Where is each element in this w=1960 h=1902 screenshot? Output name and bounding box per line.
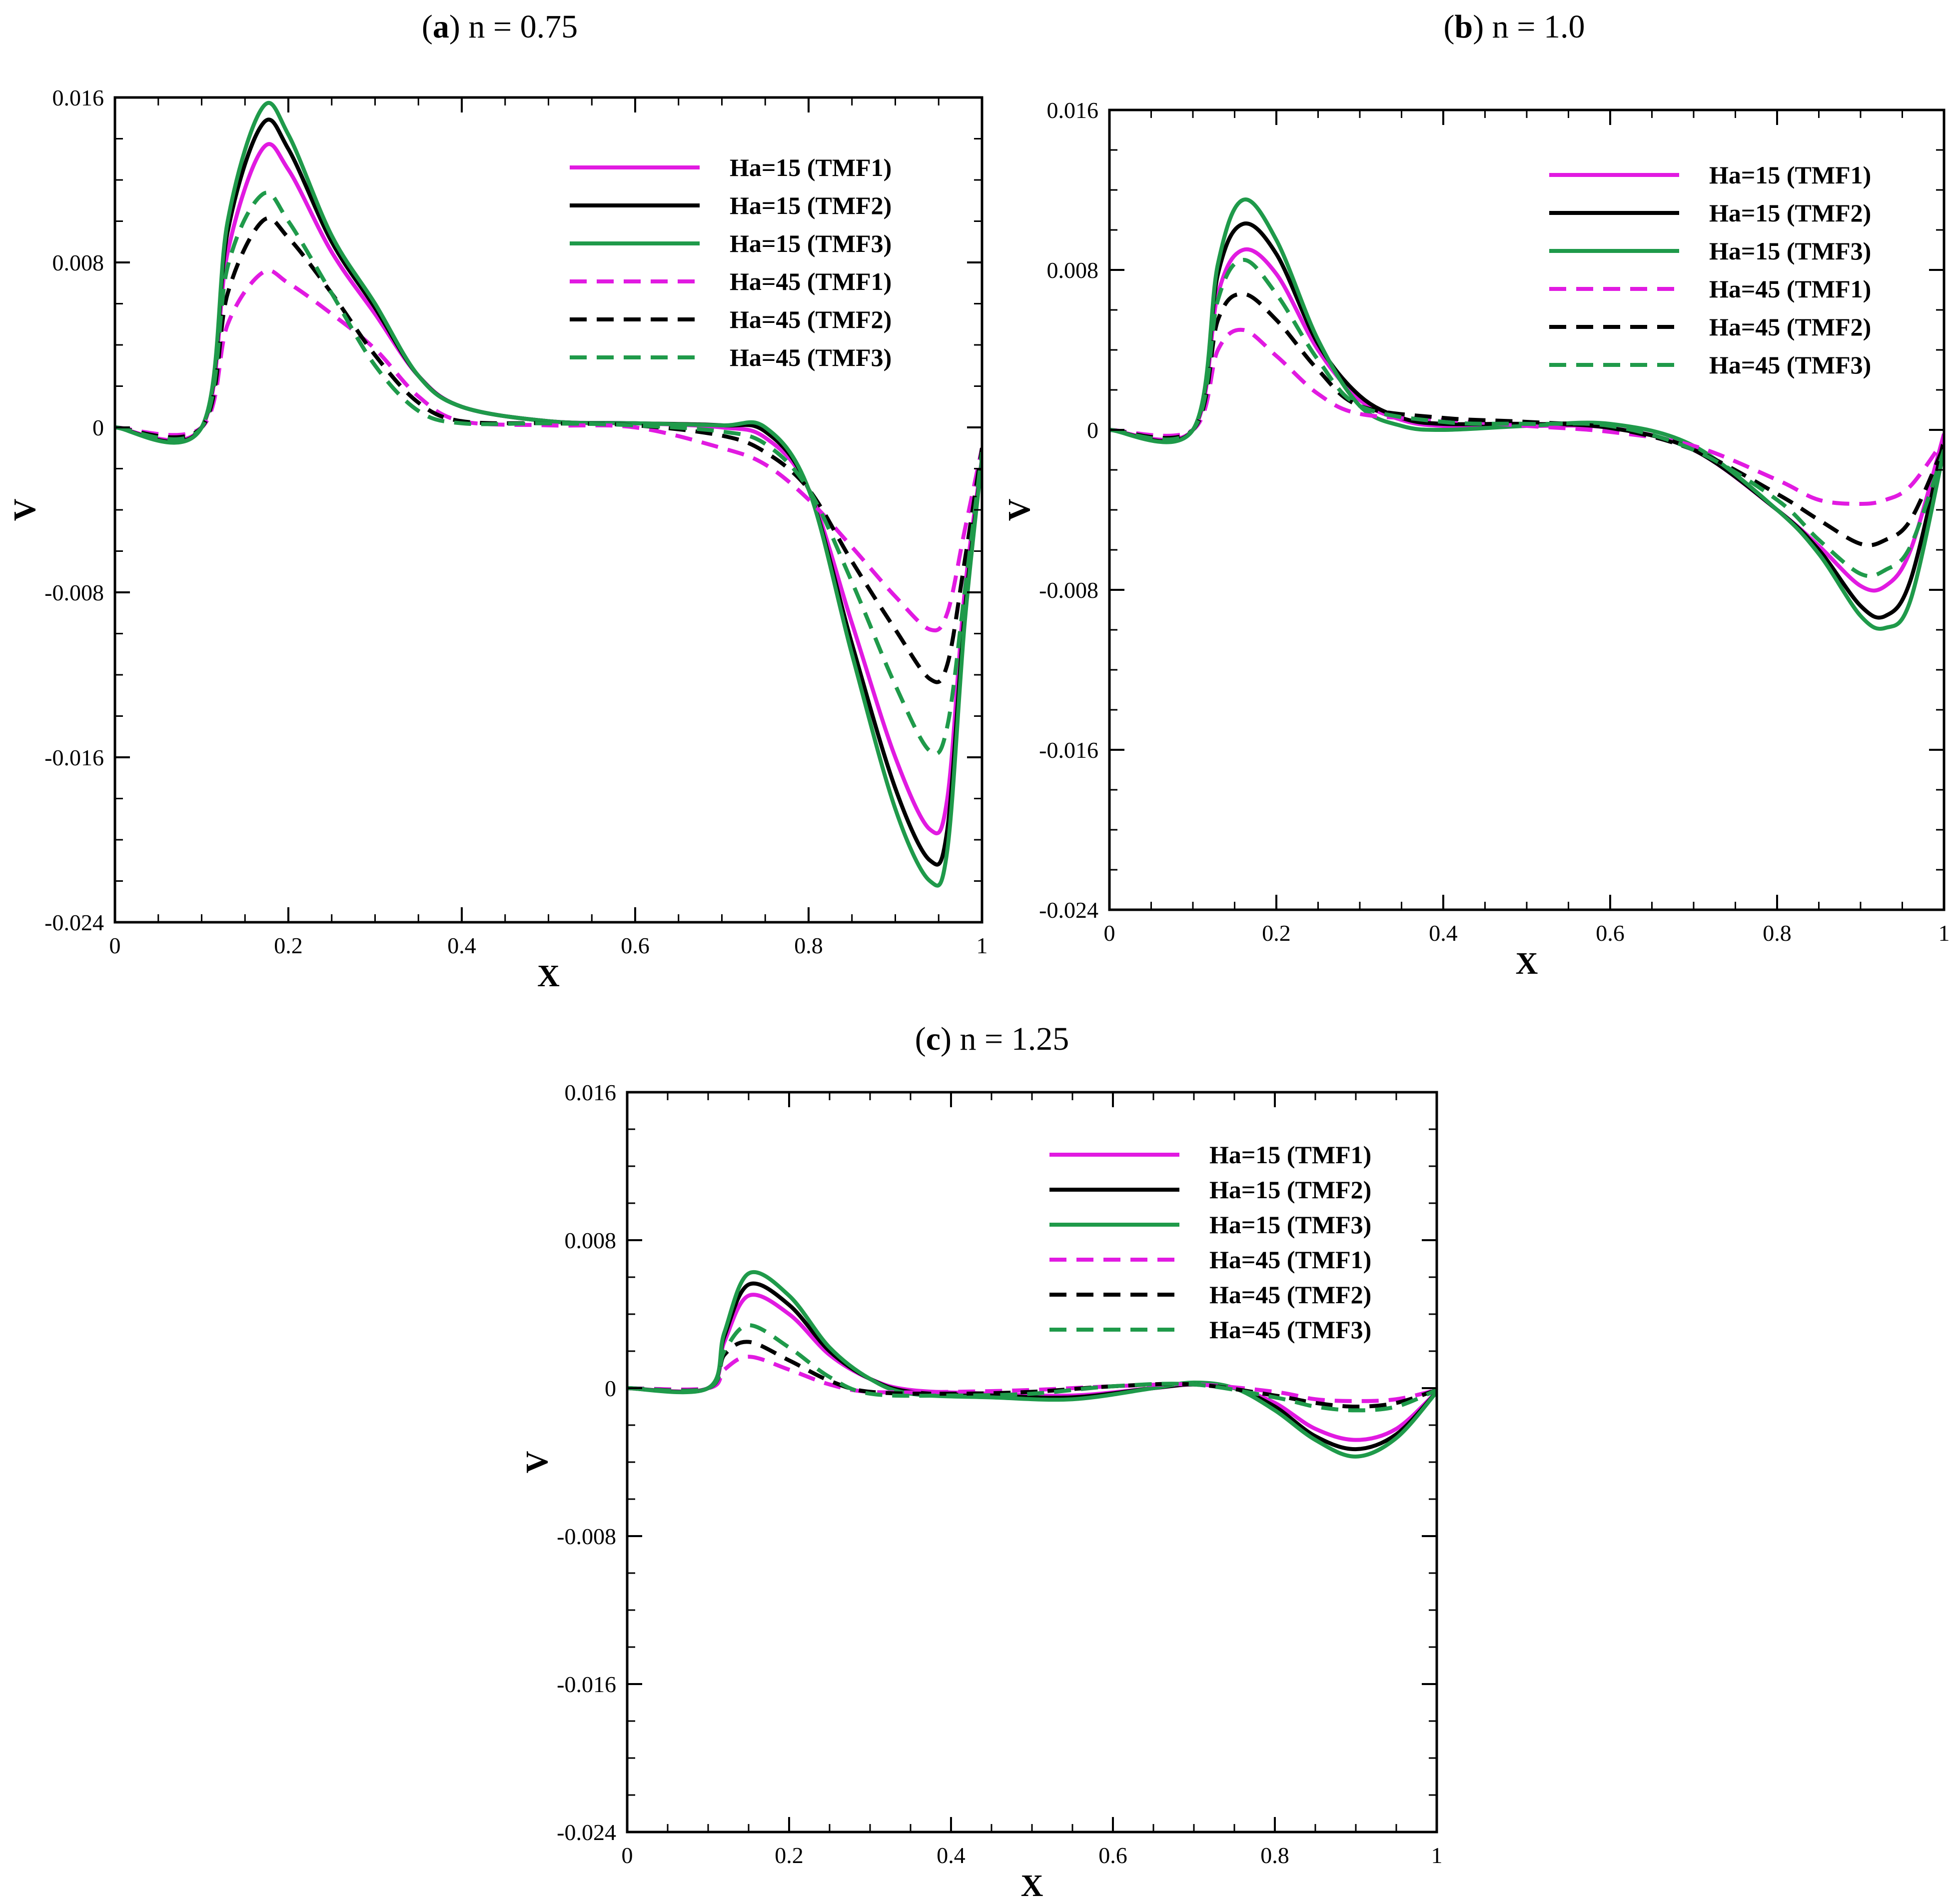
series-group [627,1270,1437,1459]
x-tick-label: 0.2 [775,1843,804,1868]
chart-panel-a: (a) n = 0.750 0.2 0.4 0.6 0.8 10.0160.0080-0.… [8,8,988,993]
legend: Ha=15 (TMF1) Ha=15 (TMF2) Ha=15 (TMF3) Ha=4… [1049,1141,1371,1344]
legend-label-1: Ha=15 (TMF1) [730,153,892,181]
panel-title-open-paren: ( [915,1021,926,1057]
y-tick-label: 0.008 [52,250,104,275]
panel-title-letter: a [433,8,449,45]
y-tick-label: 0.016 [1047,97,1099,123]
x-tick-label: 0.6 [1098,1843,1127,1868]
y-axis-label: V [1002,498,1036,521]
y-tick-label: 0.008 [1047,257,1099,283]
x-tick-label: 0 [622,1843,633,1868]
y-tick-label: -0.008 [1039,577,1098,603]
panel-title-text: n = 0.75 [460,8,578,45]
x-tick-label: 0.2 [274,933,303,958]
legend: Ha=15 (TMF1) Ha=15 (TMF2) Ha=15 (TMF3) Ha=4… [1549,161,1871,379]
series-line-5 [1109,292,1944,547]
x-tick-label: 0.8 [1763,920,1792,946]
x-tick-label: 0.8 [1260,1843,1289,1868]
legend-label-2: Ha=15 (TMF2) [730,191,892,219]
x-tick-label: 0.6 [621,933,650,958]
y-tick-label: -0.024 [1039,897,1098,923]
legend-label-6: Ha=45 (TMF3) [1709,351,1871,379]
series-line-6 [1109,258,1944,578]
legend-label-1: Ha=15 (TMF1) [1209,1141,1371,1169]
y-tick-label: 0.008 [565,1228,617,1253]
y-tick-label: 0.016 [52,85,104,110]
y-tick-label: 0 [1087,417,1098,443]
series-line-6 [627,1323,1437,1413]
y-tick-label: -0.008 [557,1524,616,1549]
legend-label-3: Ha=15 (TMF3) [1209,1211,1371,1239]
x-tick-label: 1 [1939,920,1950,946]
x-tick-label: 0 [109,933,121,958]
y-tick-label: 0.016 [565,1080,617,1105]
series-line-6 [115,190,982,756]
x-tick-label: 1 [1431,1843,1443,1868]
panel-title-close-paren: ) [941,1021,952,1057]
x-tick-label: 0.8 [794,933,823,958]
y-tick-label: -0.024 [557,1820,616,1845]
series-line-3 [1109,197,1944,631]
series-line-3 [627,1270,1437,1459]
legend-label-4: Ha=45 (TMF1) [730,267,892,295]
legend-label-3: Ha=15 (TMF3) [730,229,892,257]
y-tick-label: -0.024 [44,910,104,935]
x-tick-label: 0 [1104,920,1115,946]
x-tick-label: 1 [977,933,988,958]
panel-title: (c) n = 1.25 [915,1021,1069,1057]
panel-title-letter: b [1455,8,1473,45]
legend-label-2: Ha=15 (TMF2) [1709,199,1871,227]
x-tick-label: 0.6 [1596,920,1625,946]
series-group [1109,197,1944,631]
legend-label-6: Ha=45 (TMF3) [1209,1316,1371,1344]
chart-panel-c: (c) n = 1.250 0.2 0.4 0.6 0.8 10.0160.0080-0.… [520,1021,1443,1902]
series-group [115,100,982,888]
panel-title-text: n = 1.0 [1484,8,1585,45]
legend-label-3: Ha=15 (TMF3) [1709,237,1871,265]
legend-label-4: Ha=45 (TMF1) [1209,1246,1371,1274]
legend-label-4: Ha=45 (TMF1) [1709,275,1871,303]
legend: Ha=15 (TMF1) Ha=15 (TMF2) Ha=15 (TMF3) Ha=4… [570,153,892,371]
y-tick-label: -0.016 [44,745,104,770]
y-tick-label: -0.008 [44,580,104,605]
y-axis-label: V [520,1451,554,1473]
legend-label-2: Ha=15 (TMF2) [1209,1176,1371,1204]
panel-title: (a) n = 0.75 [422,8,578,45]
x-tick-label: 0.4 [937,1843,966,1868]
legend-label-5: Ha=45 (TMF2) [1209,1281,1371,1309]
legend-label-5: Ha=45 (TMF2) [1709,313,1871,341]
legend-label-1: Ha=15 (TMF1) [1709,161,1871,189]
panel-title-letter: c [926,1021,941,1057]
y-tick-label: 0 [92,415,104,440]
y-axis-label: V [8,498,42,521]
panel-title-open-paren: ( [1444,8,1455,45]
panel-title-close-paren: ) [1473,8,1484,45]
x-tick-label: 0.2 [1262,920,1291,946]
x-tick-label: 0.4 [1429,920,1458,946]
legend-label-5: Ha=45 (TMF2) [730,305,892,333]
series-line-1 [1109,247,1944,593]
x-axis-label: X [1516,947,1538,981]
y-tick-label: 0 [605,1376,616,1401]
series-line-5 [115,216,982,684]
x-axis-label: X [537,959,560,993]
legend-label-6: Ha=45 (TMF3) [730,343,892,371]
x-axis-label: X [1021,1869,1043,1902]
x-tick-label: 0.4 [447,933,476,958]
y-tick-label: -0.016 [557,1672,616,1697]
panel-title-open-paren: ( [422,8,433,45]
chart-panel-b: (b) n = 1.00 0.2 0.4 0.6 0.8 10.0160.0080-0.0… [1002,8,1950,981]
panel-title-text: n = 1.25 [952,1021,1069,1057]
panel-title: (b) n = 1.0 [1444,8,1585,45]
panel-title-close-paren: ) [449,8,460,45]
y-tick-label: -0.016 [1039,737,1098,763]
